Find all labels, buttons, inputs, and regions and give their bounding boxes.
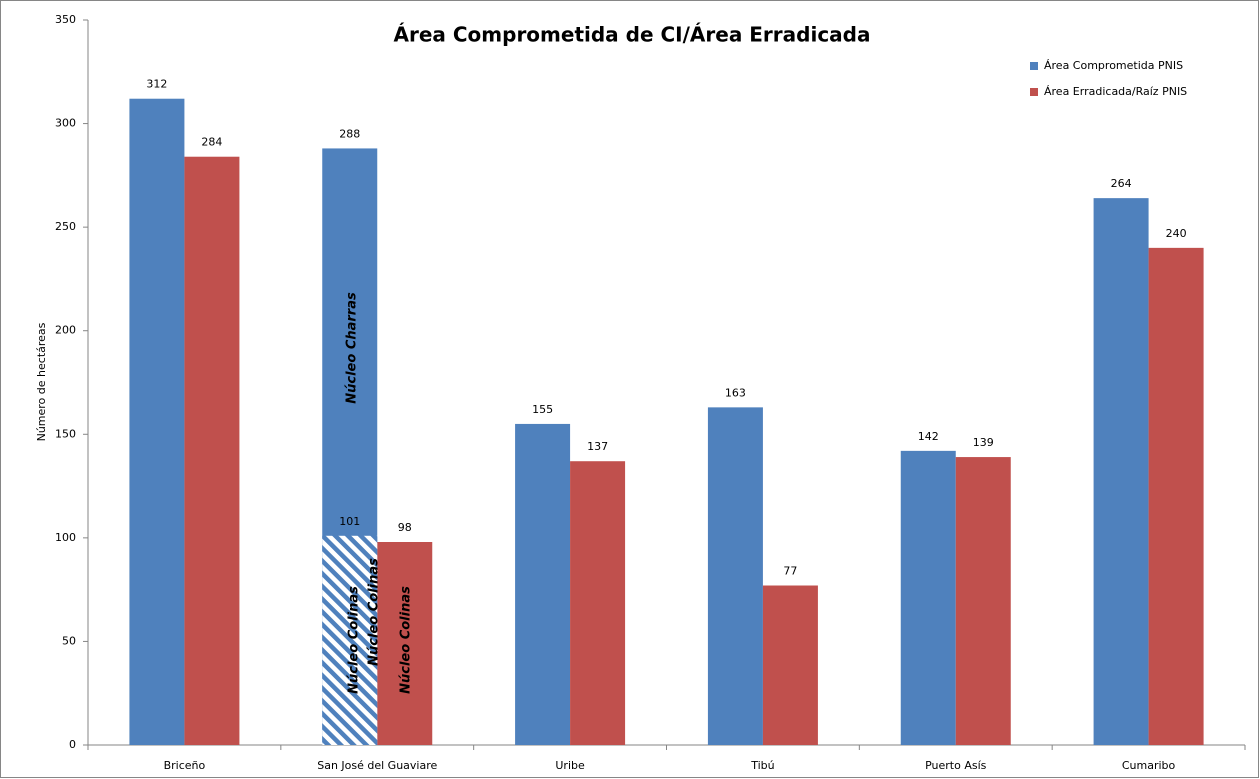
value-label: 240 [1166,227,1187,240]
annotation: Núcleo Colinas [367,558,382,666]
bar [1093,198,1149,746]
x-tick-label: Puerto Asís [925,759,987,772]
value-label: 288 [339,127,360,140]
x-tick-label: Briceño [164,759,206,772]
y-axis-label: Número de hectáreas [35,322,48,441]
y-tick-label: 50 [62,634,76,647]
value-label: 139 [973,436,994,449]
overlay-label: 101 [339,515,360,528]
y-tick-label: 200 [55,324,76,337]
x-tick-label: Cumaribo [1122,759,1176,772]
annotation: Núcleo Colinas [347,586,362,694]
bar [900,450,956,745]
y-tick-label: 300 [55,117,76,130]
x-tick-label: Uribe [555,759,585,772]
legend-label: Área Comprometida PNIS [1044,59,1183,72]
value-label: 98 [398,521,412,534]
value-label: 142 [918,430,939,443]
value-label: 163 [725,386,746,399]
annotation: Núcleo Colinas [399,586,414,694]
value-label: 312 [146,78,167,91]
bar [184,156,240,745]
overlay-bar [322,535,378,745]
bar [1148,247,1204,745]
bar [762,585,818,745]
value-label: 155 [532,403,553,416]
legend-swatch [1030,88,1038,96]
value-label: 137 [587,440,608,453]
legend-label: Área Erradicada/Raíz PNIS [1044,85,1187,98]
y-tick-label: 100 [55,531,76,544]
bar [515,423,571,745]
bar [570,461,626,745]
y-tick-label: 150 [55,427,76,440]
annotation: Núcleo Charras [345,292,360,404]
bar [955,457,1011,745]
x-tick-label: Tibú [750,759,774,772]
y-tick-label: 250 [55,220,76,233]
y-tick-label: 0 [69,738,76,751]
bar [129,98,185,745]
x-tick-label: San José del Guaviare [317,759,437,772]
chart-title: Área Comprometida de CI/Área Erradicada [394,23,871,47]
legend-swatch [1030,62,1038,70]
value-label: 284 [201,136,222,149]
bar [377,542,433,745]
bar [707,407,763,745]
value-label: 77 [783,565,797,578]
y-tick-label: 350 [55,13,76,26]
value-label: 264 [1111,177,1132,190]
